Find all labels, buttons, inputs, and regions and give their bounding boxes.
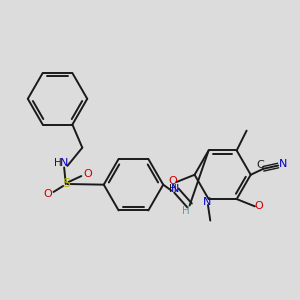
Text: O: O bbox=[168, 176, 177, 186]
Text: O: O bbox=[254, 201, 263, 211]
Text: O: O bbox=[83, 169, 92, 179]
Text: H: H bbox=[182, 206, 190, 216]
Text: N: N bbox=[279, 159, 287, 169]
Text: O: O bbox=[43, 189, 52, 199]
Text: S: S bbox=[62, 178, 70, 190]
Text: N: N bbox=[60, 158, 68, 168]
Text: H: H bbox=[169, 184, 176, 194]
Text: N: N bbox=[171, 184, 179, 194]
Text: N: N bbox=[203, 197, 211, 207]
Text: C: C bbox=[256, 160, 264, 170]
Text: H: H bbox=[54, 158, 62, 168]
